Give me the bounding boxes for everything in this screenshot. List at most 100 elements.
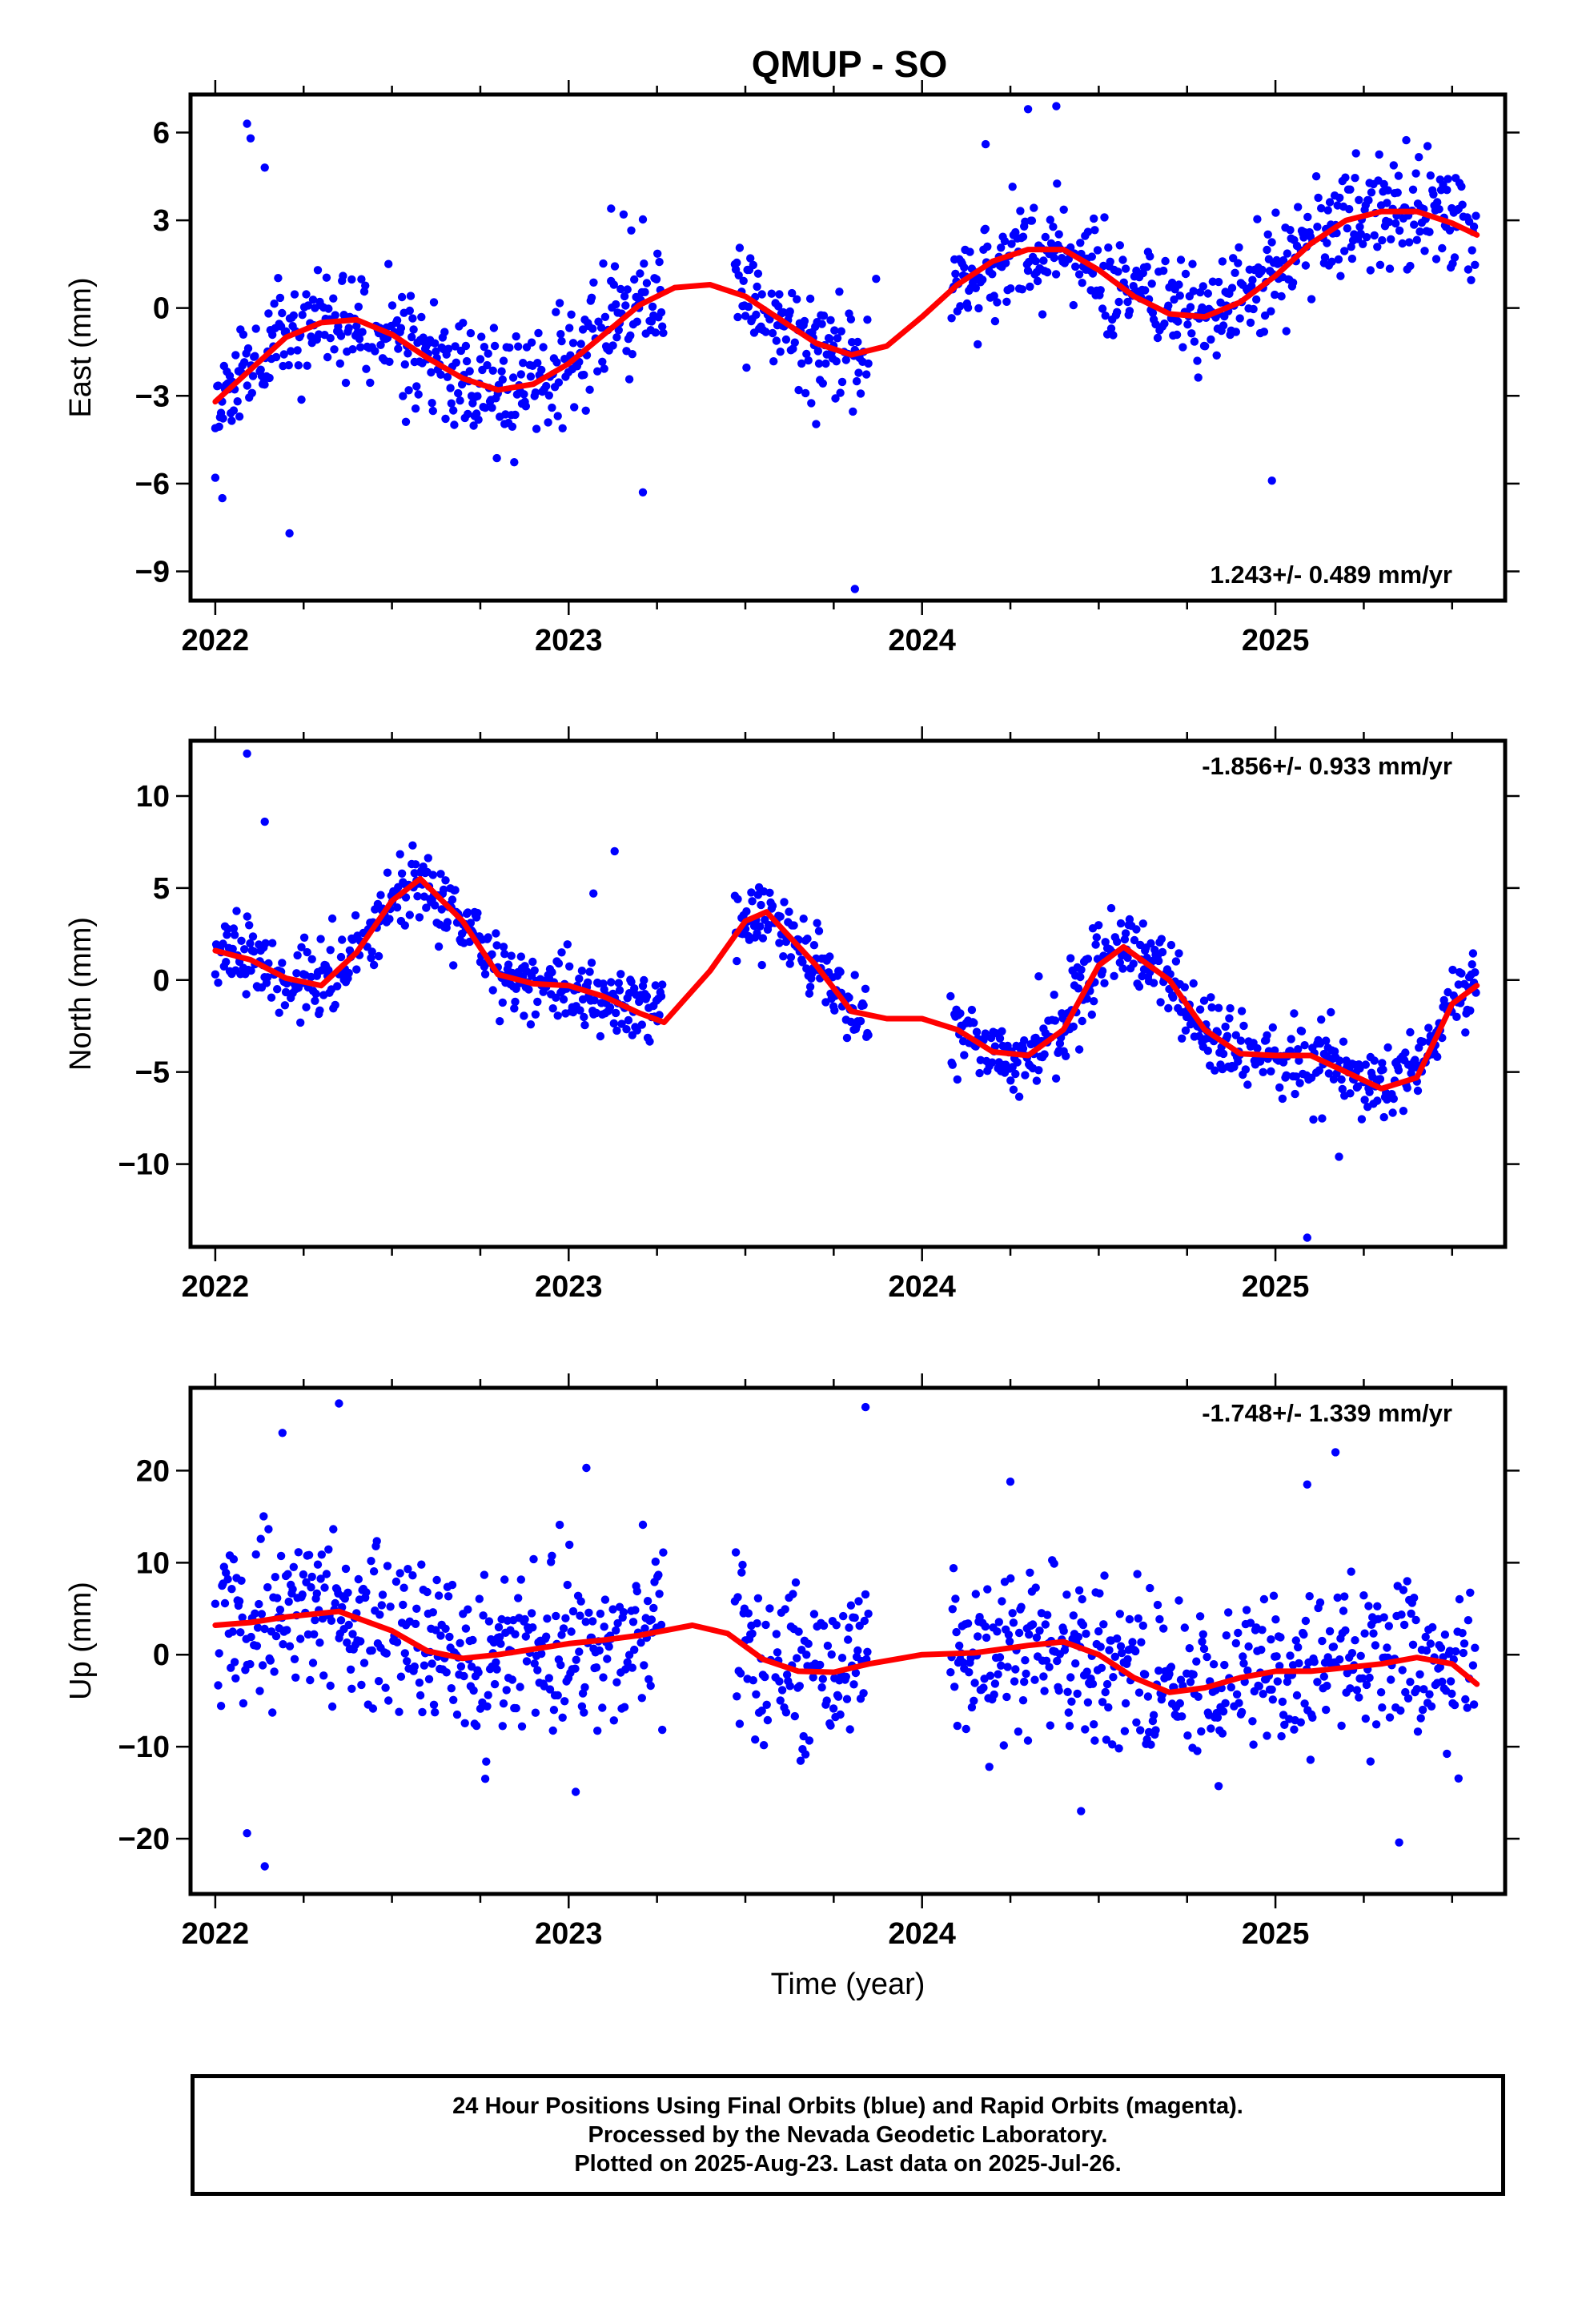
data-point xyxy=(953,1721,962,1731)
data-point xyxy=(971,283,981,292)
data-point xyxy=(273,1594,282,1602)
data-point xyxy=(1004,1630,1014,1639)
data-point xyxy=(319,1671,328,1680)
data-point xyxy=(408,332,416,342)
data-point xyxy=(1379,1613,1388,1622)
data-point xyxy=(256,1534,265,1543)
y-axis-label: East (mm) xyxy=(64,277,98,417)
data-point xyxy=(351,911,360,920)
data-point xyxy=(1455,1594,1464,1604)
data-point xyxy=(229,924,239,933)
data-point xyxy=(1018,285,1027,294)
data-point xyxy=(837,327,846,336)
data-point xyxy=(1106,324,1116,333)
data-point xyxy=(1333,1593,1342,1602)
data-point xyxy=(1125,1614,1134,1624)
data-point xyxy=(1113,1634,1122,1643)
data-point xyxy=(454,388,463,398)
data-point xyxy=(271,352,281,362)
data-point xyxy=(544,418,552,427)
x-tick-label: 2024 xyxy=(888,624,956,657)
data-point xyxy=(308,296,318,304)
data-point xyxy=(1114,267,1122,276)
data-point xyxy=(1081,1725,1090,1734)
data-point xyxy=(1267,1635,1275,1644)
data-point xyxy=(1083,1698,1093,1707)
data-point xyxy=(774,302,783,311)
data-point xyxy=(617,1019,626,1028)
data-point xyxy=(411,404,420,413)
data-point xyxy=(1322,1036,1331,1045)
data-point xyxy=(1018,232,1028,241)
data-point xyxy=(621,1665,630,1674)
data-point xyxy=(1078,1016,1086,1026)
data-point xyxy=(1367,188,1376,197)
data-point xyxy=(1051,270,1061,279)
data-point xyxy=(1239,1021,1248,1031)
data-point xyxy=(549,1706,559,1715)
data-point xyxy=(1046,239,1056,248)
data-point xyxy=(1384,1622,1394,1630)
data-point xyxy=(1407,1609,1415,1618)
data-point xyxy=(1176,255,1186,264)
data-point xyxy=(529,1554,538,1564)
data-point xyxy=(1412,235,1422,244)
data-point xyxy=(1248,275,1257,284)
data-point xyxy=(1452,1647,1460,1656)
data-point xyxy=(608,341,617,350)
data-point xyxy=(1290,1725,1299,1734)
data-point xyxy=(484,1691,492,1699)
data-point xyxy=(1231,1031,1241,1039)
data-point xyxy=(257,1610,267,1618)
data-point xyxy=(1120,1727,1130,1735)
data-point xyxy=(636,269,644,278)
data-point xyxy=(605,1003,615,1012)
data-point xyxy=(1268,1695,1278,1704)
data-point xyxy=(789,921,798,930)
data-point xyxy=(946,1668,955,1677)
data-point xyxy=(1049,223,1058,231)
data-point xyxy=(1327,257,1336,266)
data-point xyxy=(768,902,777,911)
data-point xyxy=(553,1691,562,1700)
data-point xyxy=(219,414,227,423)
data-point xyxy=(1064,255,1074,263)
data-point xyxy=(735,1719,745,1728)
data-point xyxy=(268,1708,277,1717)
data-point xyxy=(374,1677,383,1686)
data-point xyxy=(831,394,840,403)
data-point xyxy=(1353,1082,1363,1091)
data-point xyxy=(563,1580,572,1590)
data-point xyxy=(655,1590,664,1598)
data-point xyxy=(845,1725,854,1734)
data-point xyxy=(1320,253,1330,262)
data-point xyxy=(802,349,811,359)
data-point xyxy=(767,289,776,298)
data-point xyxy=(516,952,525,961)
data-point xyxy=(1411,169,1420,178)
data-point xyxy=(981,1622,990,1631)
data-point xyxy=(354,1574,363,1584)
data-point xyxy=(584,978,592,987)
data-point xyxy=(979,1683,988,1692)
data-point xyxy=(1424,1023,1433,1032)
data-point xyxy=(576,1597,585,1606)
data-point xyxy=(307,955,316,964)
data-point xyxy=(853,337,862,347)
data-point xyxy=(552,358,561,367)
data-point xyxy=(526,372,536,381)
data-point xyxy=(408,841,417,850)
data-point xyxy=(1464,1616,1473,1625)
data-point xyxy=(1226,1003,1235,1013)
data-point xyxy=(548,1726,557,1735)
data-point xyxy=(1260,311,1270,320)
data-point xyxy=(1174,280,1183,289)
data-point xyxy=(1297,1027,1307,1036)
data-point xyxy=(864,1031,873,1039)
data-point xyxy=(1059,205,1068,214)
data-point xyxy=(439,885,448,895)
data-point xyxy=(609,1716,618,1725)
data-point xyxy=(643,1597,652,1606)
data-point xyxy=(227,416,236,425)
data-point xyxy=(817,320,826,328)
